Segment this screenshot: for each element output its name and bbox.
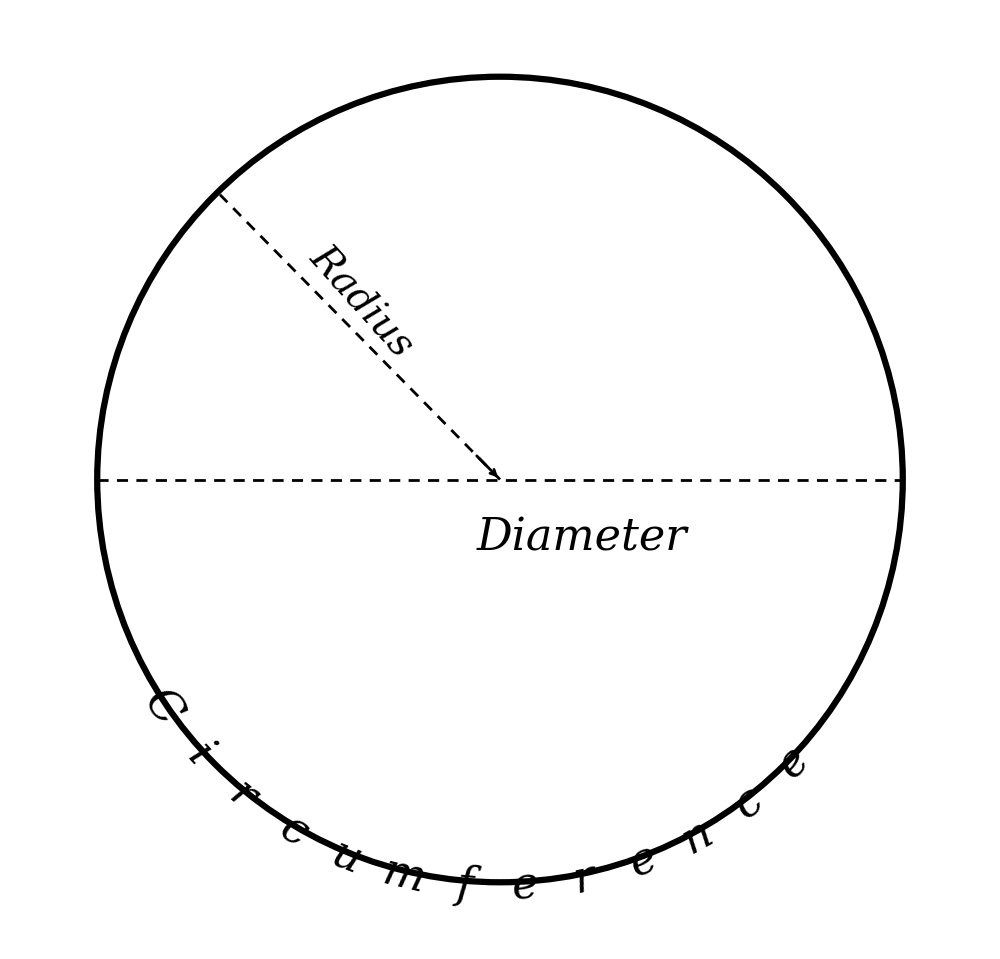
- Text: f: f: [454, 863, 475, 908]
- Text: C: C: [135, 681, 190, 734]
- Text: Diameter: Diameter: [476, 516, 687, 559]
- Text: e: e: [623, 836, 663, 886]
- Text: e: e: [510, 864, 539, 909]
- Text: r: r: [222, 773, 265, 820]
- Text: m: m: [379, 850, 430, 901]
- Text: r: r: [570, 854, 600, 901]
- Text: e: e: [768, 738, 818, 787]
- Text: c: c: [271, 806, 315, 855]
- Text: c: c: [725, 778, 771, 828]
- Text: Radius: Radius: [302, 240, 420, 364]
- Text: i: i: [179, 735, 220, 775]
- Text: u: u: [326, 832, 369, 883]
- Text: n: n: [675, 810, 721, 862]
